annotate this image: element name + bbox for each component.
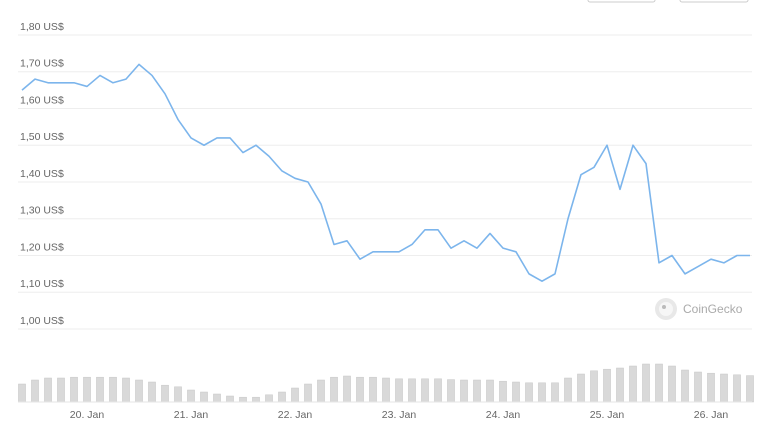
volume-bar bbox=[70, 376, 78, 403]
volume-bar bbox=[174, 386, 182, 403]
price-line bbox=[21, 63, 750, 283]
y-tick-label: 1,80 US$ bbox=[20, 21, 64, 33]
x-tick-label: 24. Jan bbox=[486, 409, 521, 421]
volume-bar bbox=[161, 384, 169, 403]
y-tick-label: 1,40 US$ bbox=[20, 168, 64, 180]
volume-bar bbox=[57, 377, 65, 403]
volume-bar bbox=[538, 382, 546, 403]
volume-bar bbox=[31, 379, 39, 403]
volume-bar bbox=[135, 379, 143, 403]
volume-bar bbox=[746, 375, 754, 403]
volume-bar bbox=[434, 378, 442, 403]
volume-bar bbox=[148, 381, 156, 403]
volume-bar bbox=[720, 373, 728, 403]
volume-bar bbox=[486, 379, 494, 403]
volume-bar bbox=[304, 383, 312, 403]
volume-bar bbox=[226, 395, 234, 403]
y-tick-label: 1,60 US$ bbox=[20, 94, 64, 106]
volume-bar bbox=[265, 394, 273, 403]
volume-bar bbox=[512, 381, 520, 403]
volume-bar bbox=[109, 376, 117, 403]
y-tick-label: 1,30 US$ bbox=[20, 205, 64, 217]
range-button[interactable] bbox=[587, 0, 656, 3]
y-tick-label: 1,00 US$ bbox=[20, 315, 64, 327]
volume-bar bbox=[642, 363, 650, 403]
volume-bar bbox=[330, 376, 338, 403]
y-tick-label: 1,20 US$ bbox=[20, 241, 64, 253]
y-tick-label: 1,70 US$ bbox=[20, 58, 64, 70]
volume-bar bbox=[577, 373, 585, 403]
volume-bar bbox=[707, 372, 715, 403]
x-tick-label: 20. Jan bbox=[70, 409, 105, 421]
volume-bar bbox=[447, 379, 455, 403]
volume-bar bbox=[603, 368, 611, 403]
volume-bar bbox=[187, 389, 195, 403]
volume-bar bbox=[96, 376, 104, 403]
volume-bar bbox=[369, 376, 377, 403]
x-tick-label: 22. Jan bbox=[278, 409, 313, 421]
volume-bar bbox=[395, 378, 403, 403]
x-tick-label: 26. Jan bbox=[694, 409, 729, 421]
x-tick-label: 23. Jan bbox=[382, 409, 417, 421]
volume-bar bbox=[473, 379, 481, 403]
volume-bar bbox=[213, 393, 221, 403]
volume-bar bbox=[317, 379, 325, 403]
volume-bar bbox=[499, 380, 507, 403]
volume-bar bbox=[551, 382, 559, 403]
volume-bar bbox=[668, 365, 676, 403]
volume-bar bbox=[200, 391, 208, 403]
volume-bar bbox=[44, 377, 52, 403]
volume-bar bbox=[83, 376, 91, 403]
volume-bar bbox=[408, 378, 416, 403]
volume-bar bbox=[460, 379, 468, 403]
volume-bar bbox=[382, 377, 390, 403]
volume-bar bbox=[291, 387, 299, 403]
volume-bar bbox=[694, 371, 702, 403]
volume-bar bbox=[239, 396, 247, 403]
volume-bar bbox=[343, 375, 351, 403]
volume-bar bbox=[564, 377, 572, 403]
y-tick-label: 1,50 US$ bbox=[20, 131, 64, 143]
y-tick-label: 1,10 US$ bbox=[20, 278, 64, 290]
volume-bar bbox=[421, 378, 429, 403]
volume-bar bbox=[616, 367, 624, 403]
volume-bar bbox=[733, 374, 741, 403]
volume-bar bbox=[655, 363, 663, 403]
watermark: CoinGecko bbox=[683, 302, 743, 316]
volume-bar bbox=[278, 391, 286, 403]
watermark-logo bbox=[655, 298, 677, 320]
x-tick-label: 21. Jan bbox=[174, 409, 209, 421]
volume-bar bbox=[590, 370, 598, 403]
volume-bar bbox=[525, 382, 533, 403]
volume-bar bbox=[122, 377, 130, 403]
volume-bar bbox=[356, 376, 364, 403]
volume-bar bbox=[681, 369, 689, 403]
volume-bar bbox=[18, 383, 26, 403]
volume-bar bbox=[629, 365, 637, 403]
volume-bar bbox=[252, 396, 260, 403]
range-button[interactable] bbox=[679, 0, 749, 3]
x-tick-label: 25. Jan bbox=[590, 409, 625, 421]
